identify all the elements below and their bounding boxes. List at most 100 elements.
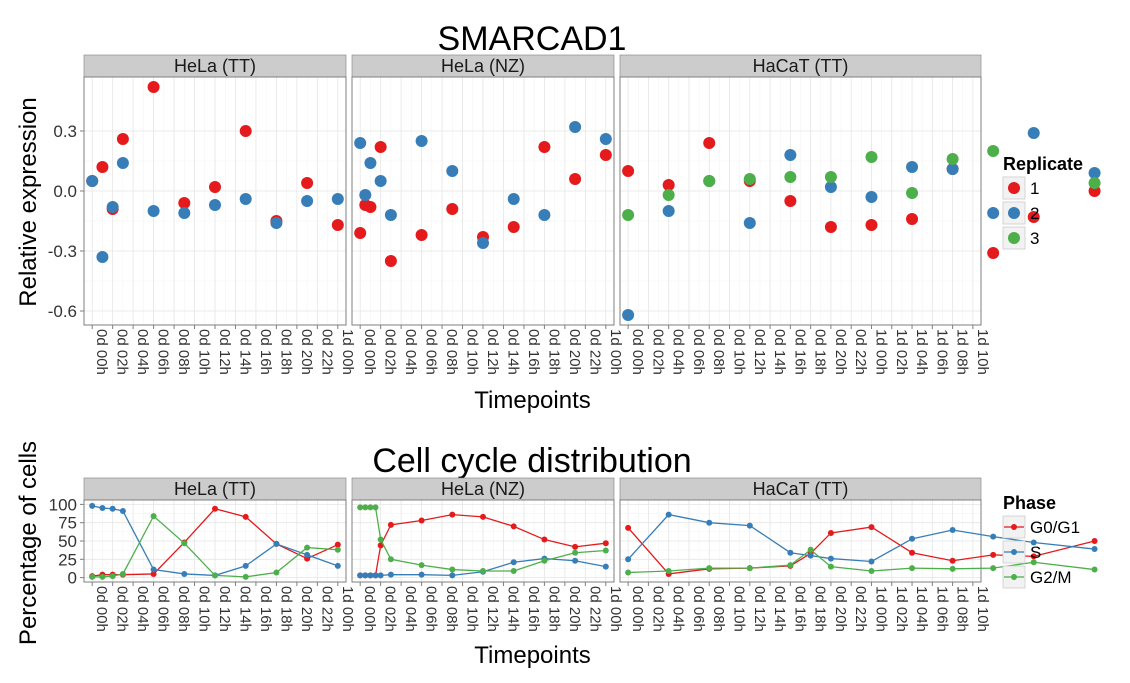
x-tick-label: 1d 00h: [339, 586, 356, 632]
scatter-point: [1088, 177, 1101, 189]
scatter-point: [354, 227, 367, 239]
y-tick-label: 0.0: [53, 182, 77, 201]
scatter-point: [743, 217, 756, 229]
line-point: [242, 513, 249, 520]
line-point: [181, 540, 188, 547]
x-tick-label: 0d 22h: [852, 329, 869, 375]
x-tick-label: 1d 00h: [339, 329, 356, 375]
chart-title: SMARCAD1: [438, 20, 627, 58]
line-point: [868, 524, 875, 531]
line-point: [181, 570, 188, 577]
line-point: [387, 521, 394, 528]
scatter-point: [1027, 211, 1040, 223]
x-tick-label: 0d 16h: [257, 329, 274, 375]
scatter-point: [622, 309, 635, 321]
scatter-point: [784, 149, 797, 161]
line-point: [625, 569, 632, 576]
scatter-point: [784, 195, 797, 207]
x-tick-label: 0d 10h: [196, 586, 213, 632]
x-tick-label: 0d 20h: [566, 586, 583, 632]
legend-marker: [1011, 524, 1017, 530]
scatter-point: [622, 165, 635, 177]
line-point: [418, 571, 425, 578]
line-point: [357, 504, 364, 511]
x-tick-label: 0d 14h: [504, 329, 521, 375]
x-tick-label: 0d 12h: [751, 329, 768, 375]
scatter-point: [946, 163, 959, 175]
scatter-point: [178, 197, 191, 209]
line-point: [1091, 566, 1098, 573]
scatter-point: [384, 209, 397, 221]
legend-marker: [1011, 574, 1017, 580]
line-point: [357, 572, 364, 579]
line-point: [602, 540, 609, 547]
scatter-point: [239, 193, 252, 205]
scatter-point: [703, 137, 716, 149]
x-tick-label: 0d 20h: [298, 329, 315, 375]
x-tick-label: 0d 04h: [670, 329, 687, 375]
x-tick-label: 0d 18h: [277, 586, 294, 632]
x-tick-label: 0d 02h: [382, 586, 399, 632]
x-tick-label: 0d 20h: [566, 329, 583, 375]
scatter-point: [824, 221, 837, 233]
line-point: [787, 549, 794, 556]
scatter-point: [662, 179, 675, 191]
scatter-point: [106, 201, 119, 213]
x-tick-label: 0d 02h: [114, 329, 131, 375]
line-point: [541, 536, 548, 543]
x-tick-label: 0d 00h: [361, 586, 378, 632]
x-tick-label: 0d 14h: [771, 586, 788, 632]
scatter-point: [209, 181, 221, 193]
scatter-point: [507, 193, 520, 205]
y-tick-label: 75: [58, 514, 77, 533]
x-tick-label: 0d 08h: [443, 329, 460, 375]
line-point: [602, 563, 609, 570]
line-point: [109, 573, 116, 580]
line-point: [372, 572, 379, 579]
legend-title: Replicate: [1003, 154, 1083, 174]
line-point: [1091, 538, 1098, 544]
legend-label: 3: [1030, 229, 1039, 248]
line-point: [304, 544, 311, 551]
line-point: [242, 562, 249, 569]
x-tick-label: 0d 14h: [504, 586, 521, 632]
line-point: [150, 566, 157, 573]
x-tick-label: 1d 10h: [974, 329, 991, 375]
line-point: [510, 523, 517, 530]
scatter-point: [1088, 167, 1101, 179]
line-point: [212, 572, 218, 579]
line-point: [362, 572, 369, 579]
scatter-point: [569, 121, 582, 133]
scatter-point: [599, 149, 612, 161]
x-tick-label: 1d 02h: [893, 586, 910, 632]
scatter-point: [116, 133, 129, 145]
scatter-point: [116, 157, 129, 169]
scatter-point: [906, 161, 919, 173]
line-point: [665, 511, 672, 518]
scatter-point: [415, 135, 428, 147]
x-tick-label: 0d 10h: [196, 329, 213, 375]
x-tick-label: 1d 08h: [954, 329, 971, 375]
line-point: [99, 573, 106, 580]
x-tick-label: 0d 10h: [464, 329, 481, 375]
line-point: [119, 507, 126, 514]
line-point: [746, 565, 753, 572]
scatter-point: [703, 175, 716, 187]
scatter-point: [96, 161, 109, 173]
x-tick-label: 0d 10h: [731, 329, 748, 375]
legend-marker: [1011, 549, 1017, 555]
line-point: [625, 524, 632, 531]
legend-label: G0/G1: [1030, 518, 1080, 537]
panel-border: [619, 76, 982, 326]
scatter-point: [824, 181, 837, 193]
line-point: [990, 565, 997, 572]
scatter-point: [784, 171, 797, 183]
legend-title: Phase: [1003, 493, 1056, 513]
x-tick-label: 0d 18h: [812, 586, 829, 632]
y-tick-label: 0: [68, 569, 77, 588]
scatter-point: [865, 151, 878, 163]
line-point: [449, 572, 456, 579]
x-tick-label: 1d 04h: [913, 329, 930, 375]
legend-label: 2: [1030, 204, 1039, 223]
